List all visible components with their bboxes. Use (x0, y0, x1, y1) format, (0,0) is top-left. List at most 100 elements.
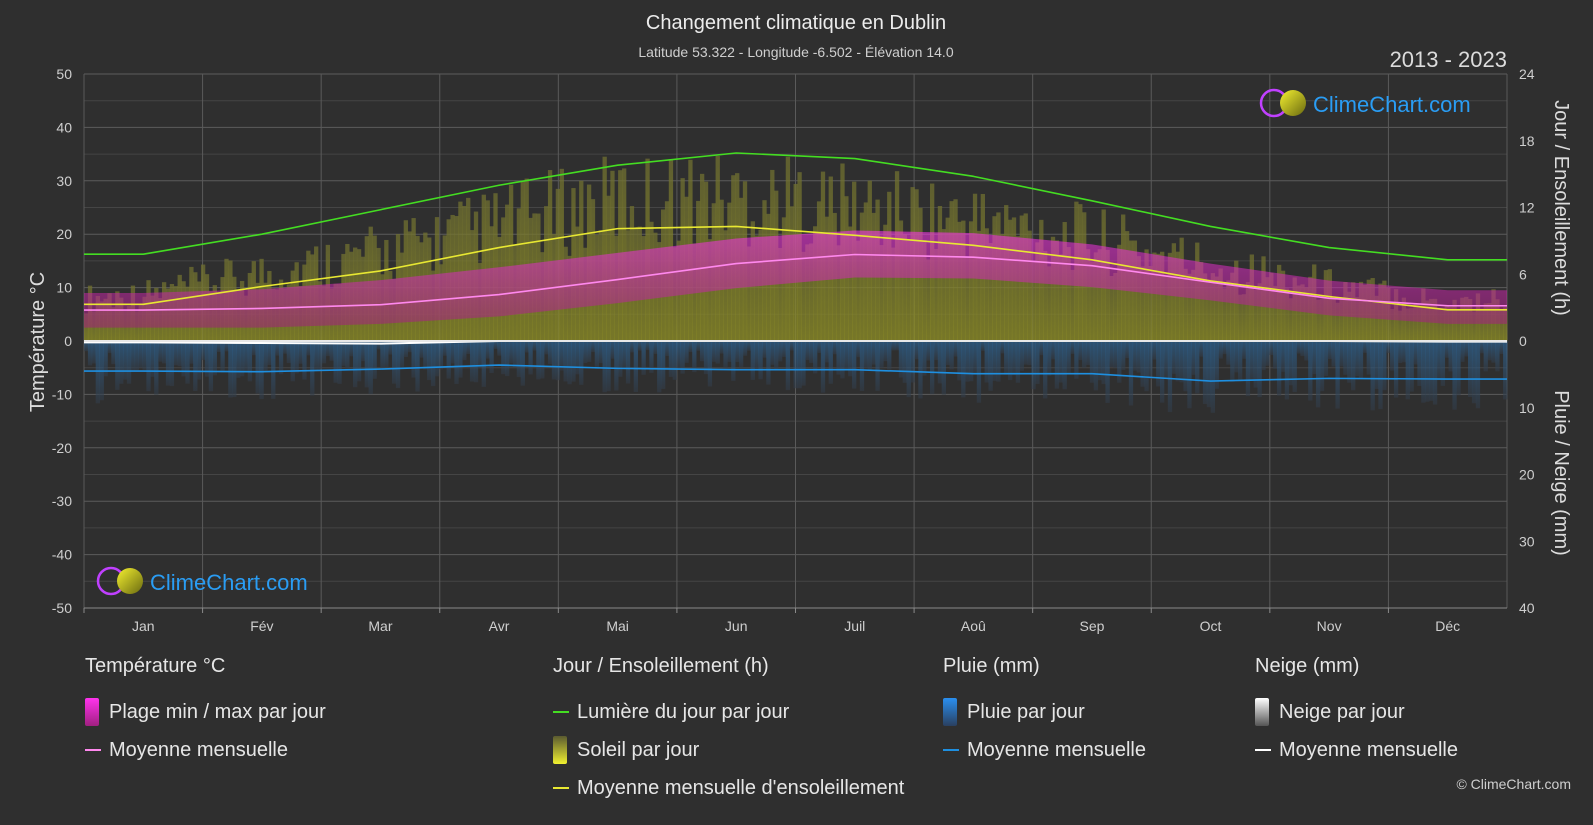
legend-label: Pluie par jour (967, 700, 1085, 723)
rain-bar (1144, 341, 1149, 392)
legend-item: Moyenne mensuelle (85, 731, 326, 769)
sunshine-bar (941, 229, 946, 341)
rain-bar (976, 341, 982, 403)
y-right-top-tick-label: 18 (1519, 133, 1535, 149)
rain-bar (668, 341, 674, 377)
y-left-tick-label: -20 (52, 440, 72, 456)
rain-bar (1113, 341, 1118, 368)
rain-bar (290, 341, 295, 382)
rain-bar (742, 341, 748, 356)
rain-bar (1226, 341, 1231, 365)
legend-item: Moyenne mensuelle (1255, 731, 1458, 769)
x-tick-label: Juil (844, 618, 865, 634)
rain-bar (185, 341, 190, 384)
rain-bar (1479, 341, 1485, 354)
rain-bar (372, 341, 377, 379)
temp-mean-line (84, 253, 1507, 311)
rain-bar (524, 341, 529, 353)
sunshine-bar (965, 256, 970, 341)
sunshine-bar (1183, 268, 1188, 341)
rain-bar (797, 341, 802, 389)
rain-bar (809, 341, 814, 363)
legend-temperature: Température °C Plage min / max par jour … (85, 655, 326, 769)
rain-bar (1296, 341, 1301, 354)
chart-subtitle: Latitude 53.322 - Longitude -6.502 - Élé… (638, 44, 953, 60)
sunshine-bar (1499, 310, 1504, 341)
rain-bar (111, 341, 116, 365)
rain-bar (1179, 341, 1184, 383)
rain-bar (450, 341, 455, 364)
sunshine-bar (1140, 266, 1145, 341)
legend-label: Moyenne mensuelle d'ensoleillement (577, 776, 905, 799)
rain-bar (770, 341, 775, 365)
sunshine-bar (493, 193, 498, 341)
rain-bar (1436, 341, 1442, 381)
sunshine-bar (1152, 252, 1157, 341)
rain-bar (1351, 341, 1356, 391)
rain-bar (629, 341, 635, 353)
rain-bar (154, 341, 159, 395)
rain-bar (657, 341, 662, 393)
rain-bar (1280, 341, 1286, 372)
rain-bar (438, 341, 444, 370)
rain-bar (1237, 341, 1243, 380)
sunshine-bar (1070, 269, 1075, 341)
sunshine-bar (1144, 249, 1149, 341)
rain-bar (1265, 341, 1270, 366)
rain-bar (980, 341, 985, 351)
rain-bar (1429, 341, 1434, 401)
rain-bar (469, 341, 475, 382)
y-right-top-tick-label: 0 (1519, 333, 1527, 349)
rain-bar (1503, 341, 1508, 400)
sunshine-bar (1265, 277, 1270, 341)
rain-mean-line (84, 364, 1507, 382)
rain-bar (766, 341, 771, 385)
sunshine-bar (968, 221, 974, 341)
sunshine-bar (1257, 283, 1262, 341)
rain-bar (828, 341, 833, 384)
rain-bar (1043, 341, 1048, 399)
rain-bar (688, 341, 693, 353)
sunshine-bar (1354, 297, 1360, 341)
rain-bar (1386, 341, 1391, 354)
legend-item: Moyenne mensuelle d'ensoleillement (553, 769, 904, 807)
rain-bar (1421, 341, 1426, 403)
rain-bar (204, 341, 210, 377)
rain-bar (345, 341, 350, 369)
rain-bar (1358, 341, 1364, 379)
rain-swatch (943, 698, 957, 726)
rain-bar (103, 341, 108, 377)
rain-bar (992, 341, 997, 381)
rain-bar (1475, 341, 1481, 409)
rain-bar (1276, 341, 1282, 396)
sunshine-bar (1148, 266, 1153, 341)
rain-bar (1491, 341, 1496, 363)
sunshine-bar (805, 244, 810, 341)
rain-bar (805, 341, 810, 361)
y-left-tick-label: 40 (56, 119, 72, 135)
legend-rain-title: Pluie (mm) (943, 655, 1040, 677)
y-right-bottom-tick-label: 40 (1519, 600, 1535, 616)
temperature-range-band (84, 230, 1507, 328)
sunshine-bar (961, 220, 966, 341)
sunshine-bar (1160, 251, 1165, 341)
rain-bar (680, 341, 685, 374)
sunshine-bar (1296, 285, 1301, 341)
rain-bar (1230, 341, 1235, 382)
rain-bar (216, 341, 221, 353)
rain-bar (360, 341, 366, 362)
rain-bar (1257, 341, 1262, 398)
rain-bar (575, 341, 580, 375)
rain-bar (1078, 341, 1083, 361)
sunshine-bar (481, 194, 486, 341)
rain-bar (996, 341, 1001, 382)
legend-label: Lumière du jour par jour (577, 700, 790, 723)
rain-bar (622, 341, 627, 369)
sunshine-bar (1046, 266, 1052, 341)
sunshine-bar (1156, 253, 1161, 341)
rain-bar (1390, 341, 1395, 371)
rain-bar (1234, 341, 1239, 373)
rain-bar (1323, 341, 1329, 376)
rain-bar (314, 341, 319, 370)
legend-snow-title: Neige (mm) (1255, 655, 1360, 677)
